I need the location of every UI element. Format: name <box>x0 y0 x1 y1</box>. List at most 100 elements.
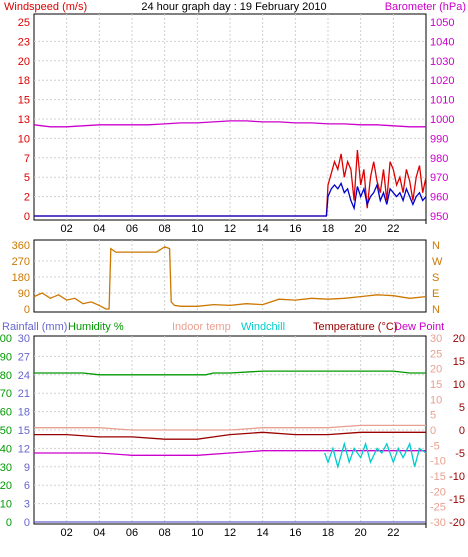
y-tick-rainfall: 9 <box>24 462 30 474</box>
y-tick-barometer: 1050 <box>430 17 454 29</box>
panel-wind-frame <box>33 13 427 221</box>
x-tick-label: 10 <box>191 223 203 235</box>
series-dew-point <box>34 450 426 456</box>
legend-windchill: Windchill <box>241 321 285 333</box>
y-tick-temp-indoor: -5 <box>430 440 440 452</box>
legend-humidity: Humidity % <box>68 321 124 333</box>
x-tick-label: 04 <box>93 527 105 539</box>
y-tick-barometer: 1030 <box>430 56 454 68</box>
x-tick-label: 10 <box>191 527 203 539</box>
y-tick-temp-indoor: 20 <box>430 364 442 376</box>
y-tick-windspeed: 20 <box>18 56 30 68</box>
x-tick-label: 20 <box>355 527 367 539</box>
y-tick-windspeed: 13 <box>18 114 30 126</box>
y-tick-temperature: -10 <box>449 471 465 483</box>
y-tick-barometer: 970 <box>430 172 448 184</box>
y-tick-compass: N <box>432 304 440 316</box>
y-tick-temp-indoor: 10 <box>430 394 442 406</box>
y-tick-windspeed: 2 <box>24 192 30 204</box>
x-tick-label: 12 <box>224 527 236 539</box>
y-tick-barometer: 960 <box>430 192 448 204</box>
y-tick-compass: W <box>432 256 443 268</box>
y-tick-temp-indoor: -10 <box>430 456 446 468</box>
y-tick-humidity: 80 <box>0 370 12 382</box>
x-tick-label: 22 <box>387 527 399 539</box>
y-tick-windspeed: 10 <box>18 133 30 145</box>
y-tick-temp-indoor: -20 <box>430 486 446 498</box>
x-tick-label: 06 <box>126 527 138 539</box>
y-tick-temp-indoor: -30 <box>430 517 446 529</box>
y-tick-direction: 180 <box>12 272 30 284</box>
x-tick-label: 16 <box>289 223 301 235</box>
y-tick-rainfall: 27 <box>18 351 30 363</box>
y-tick-barometer: 950 <box>430 211 448 223</box>
x-tick-label: 12 <box>224 223 236 235</box>
series-indoor-temp <box>34 424 426 431</box>
y-tick-humidity: 70 <box>0 388 12 400</box>
legend-temperature: Temperature (°C) <box>313 321 397 333</box>
x-tick-label: 02 <box>61 527 73 539</box>
y-tick-windspeed: 25 <box>18 17 30 29</box>
y-tick-barometer: 980 <box>430 153 448 165</box>
y-tick-barometer: 1040 <box>430 36 454 48</box>
y-tick-humidity: 0 <box>6 517 12 529</box>
y-tick-temp-indoor: 25 <box>430 348 442 360</box>
y-tick-humidity: 40 <box>0 443 12 455</box>
y-tick-barometer: 1010 <box>430 95 454 107</box>
x-tick-label: 16 <box>289 527 301 539</box>
y-tick-rainfall: 21 <box>18 388 30 400</box>
y-tick-temperature: 5 <box>459 402 465 414</box>
y-tick-windspeed: 15 <box>18 95 30 107</box>
y-tick-temp-indoor: -15 <box>430 471 446 483</box>
y-tick-temperature: -20 <box>449 517 465 529</box>
x-tick-label: 08 <box>159 527 171 539</box>
legend-indoor-temp: Indoor temp <box>172 321 231 333</box>
y-tick-temperature: 0 <box>459 425 465 437</box>
y-tick-rainfall: 3 <box>24 499 30 511</box>
y-tick-windspeed: 5 <box>24 172 30 184</box>
x-tick-label: 08 <box>159 223 171 235</box>
y-tick-rainfall: 0 <box>24 517 30 529</box>
y-tick-windspeed: 18 <box>18 75 30 87</box>
y-tick-direction: 90 <box>18 288 30 300</box>
y-tick-rainfall: 6 <box>24 480 30 492</box>
series-windspeed <box>34 149 427 217</box>
chart-title: 24 hour graph day : 19 February 2010 <box>141 1 326 13</box>
x-tick-label: 14 <box>257 527 269 539</box>
windspeed-axis-title: Windspeed (m/s) <box>4 1 87 13</box>
y-tick-rainfall: 15 <box>18 425 30 437</box>
series-barometer <box>33 120 426 128</box>
y-tick-direction: 0 <box>24 304 30 316</box>
y-tick-humidity: 30 <box>0 462 12 474</box>
series-humidity <box>34 370 426 376</box>
y-tick-humidity: 20 <box>0 480 12 492</box>
y-tick-direction: 270 <box>12 256 30 268</box>
y-tick-barometer: 1020 <box>430 75 454 87</box>
y-tick-barometer: 990 <box>430 133 448 145</box>
y-tick-temp-indoor: 0 <box>430 425 436 437</box>
y-tick-temperature: 20 <box>453 333 465 345</box>
series-wind-direction <box>33 246 427 310</box>
y-tick-temperature: -15 <box>449 494 465 506</box>
y-tick-compass: S <box>432 272 439 284</box>
y-tick-temp-indoor: 5 <box>430 410 436 422</box>
y-tick-windspeed: 7 <box>24 153 30 165</box>
y-tick-rainfall: 18 <box>18 407 30 419</box>
y-tick-windspeed: 23 <box>18 36 30 48</box>
barometer-axis-title: Barometer (hPa) <box>385 1 466 13</box>
y-tick-windspeed: 0 <box>24 211 30 223</box>
y-tick-humidity: 100 <box>0 333 12 345</box>
y-tick-temperature: 10 <box>453 379 465 391</box>
legend-dew-point: Dew Point <box>394 321 444 333</box>
x-tick-label: 06 <box>126 223 138 235</box>
y-tick-humidity: 60 <box>0 407 12 419</box>
x-tick-label: 22 <box>387 223 399 235</box>
series-temperature <box>34 431 426 440</box>
x-tick-label: 02 <box>61 223 73 235</box>
y-tick-temperature: 15 <box>453 356 465 368</box>
x-tick-label: 04 <box>93 223 105 235</box>
y-tick-direction: 360 <box>12 240 30 252</box>
y-tick-rainfall: 24 <box>18 370 30 382</box>
y-tick-barometer: 1000 <box>430 114 454 126</box>
